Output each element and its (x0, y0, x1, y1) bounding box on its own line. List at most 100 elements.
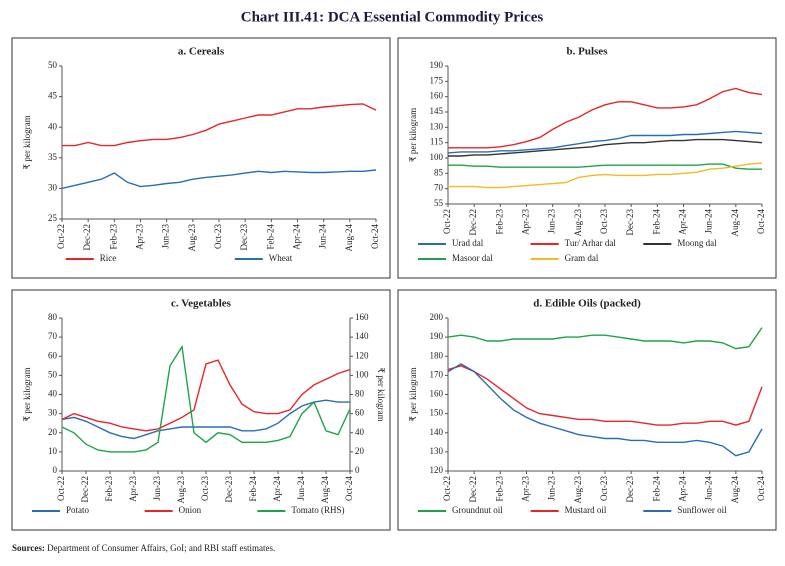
x-tick-label: Dec-23 (625, 476, 635, 503)
series-line (448, 87, 763, 149)
y2-tick-label: 60 (355, 408, 365, 418)
y2-tick-label: 160 (355, 312, 369, 322)
source-text: Department of Consumer Affairs, GoI; and… (47, 543, 275, 553)
y-tick-label: 25 (48, 213, 58, 223)
y-tick-label: 190 (430, 60, 444, 70)
x-tick-label: Apr-24 (678, 209, 688, 235)
series-line (448, 163, 762, 170)
series-line (447, 365, 763, 426)
x-tick-label: Apr-23 (521, 476, 531, 502)
x-tick-label: Apr-23 (521, 209, 531, 235)
source-label: Sources: (12, 543, 45, 553)
y-tick-label: 70 (434, 183, 444, 193)
x-tick-label: Oct-23 (599, 209, 609, 234)
x-tick-label: Oct-22 (56, 224, 66, 249)
y-tick-label: 130 (430, 446, 444, 456)
y-tick-label: 175 (430, 75, 444, 85)
x-tick-label: Aug-23 (187, 224, 197, 252)
y-tick-label: 20 (48, 427, 58, 437)
x-tick-label: Feb-23 (494, 476, 504, 502)
y2-tick-label: 0 (355, 465, 360, 475)
panel-title: d. Edible Oils (packed) (533, 298, 641, 310)
x-tick-label: Aug-24 (320, 476, 330, 504)
x-tick-label: Aug-24 (730, 209, 740, 237)
y-tick-label: 160 (430, 389, 444, 399)
panel-title: a. Cereals (178, 46, 225, 58)
series-line (61, 344, 351, 453)
x-tick-label: Oct-24 (756, 476, 766, 501)
legend-label: Groundnut oil (452, 505, 503, 515)
y-tick-label: 115 (430, 137, 444, 147)
y2-tick-label: 100 (355, 369, 369, 379)
x-tick-label: Oct-24 (756, 209, 766, 234)
series-line (448, 162, 763, 189)
y-tick-label: 35 (48, 152, 58, 162)
y-tick-label: 50 (48, 60, 58, 70)
panel-title: b. Pulses (567, 46, 609, 58)
y-axis-label: ₹ per kilogram (408, 108, 418, 162)
y-tick-label: 190 (430, 331, 444, 341)
x-tick-label: Apr-24 (678, 476, 688, 502)
page-title: Chart III.41: DCA Essential Commodity Pr… (241, 9, 544, 25)
x-tick-label: Dec-22 (80, 476, 90, 503)
x-tick-label: Jun-23 (152, 476, 162, 501)
panel-border (11, 37, 391, 279)
x-tick-label: Dec-23 (625, 209, 635, 236)
legend-label: Moong dal (677, 238, 717, 248)
series-line (447, 130, 763, 154)
x-tick-label: Oct-23 (213, 224, 223, 249)
x-tick-label: Jun-23 (547, 209, 557, 234)
y-tick-label: 85 (434, 167, 444, 177)
y-tick-label: 170 (430, 369, 444, 379)
y-tick-label: 140 (430, 427, 444, 437)
x-tick-label: Dec-22 (82, 224, 92, 251)
series-line (61, 359, 351, 432)
x-tick-label: Feb-23 (104, 476, 114, 502)
x-tick-label: Oct-24 (344, 476, 354, 501)
x-tick-label: Feb-23 (494, 209, 504, 235)
series-line (62, 103, 377, 147)
x-tick-label: Apr-24 (272, 476, 282, 502)
y2-axis-label: ₹ per kilogram (376, 367, 386, 421)
y-tick-label: 45 (48, 91, 58, 101)
y-tick-label: 10 (48, 446, 58, 456)
x-tick-label: Oct-22 (56, 476, 66, 501)
legend-label: Masoor dal (452, 253, 493, 263)
source: Sources: Department of Consumer Affairs,… (12, 543, 275, 553)
x-tick-label: Jun-24 (704, 209, 714, 234)
y-tick-label: 40 (48, 389, 58, 399)
legend-label: Potato (66, 505, 90, 515)
y-tick-label: 160 (430, 91, 444, 101)
x-tick-label: Oct-23 (200, 476, 210, 501)
y2-tick-label: 120 (355, 350, 369, 360)
x-tick-label: Dec-22 (468, 209, 478, 236)
y-tick-label: 60 (48, 350, 58, 360)
x-tick-label: Aug-23 (176, 476, 186, 504)
series-line (448, 138, 763, 157)
y2-tick-label: 80 (355, 389, 365, 399)
panel-border (397, 289, 777, 531)
x-tick-label: Oct-23 (599, 476, 609, 501)
y-tick-label: 70 (48, 331, 58, 341)
y-tick-label: 30 (48, 182, 58, 192)
x-tick-label: Feb-24 (265, 224, 275, 250)
x-tick-label: Jun-23 (547, 476, 557, 501)
y-tick-label: 0 (53, 465, 58, 475)
x-tick-label: Aug-24 (344, 224, 354, 252)
series-line (61, 169, 377, 190)
series-line (61, 399, 350, 440)
y-tick-label: 120 (430, 465, 444, 475)
legend-label: Wheat (269, 253, 293, 263)
x-tick-label: Oct-22 (442, 209, 452, 234)
y-tick-label: 30 (48, 408, 58, 418)
y2-tick-label: 20 (355, 446, 365, 456)
x-tick-label: Jun-24 (296, 476, 306, 501)
x-tick-label: Aug-23 (573, 209, 583, 237)
y-axis-label: ₹ per kilogram (408, 367, 418, 421)
x-tick-label: Jun-23 (161, 224, 171, 249)
y-axis-label: ₹ per kilogram (22, 367, 32, 421)
y-tick-label: 180 (430, 350, 444, 360)
y-tick-label: 100 (430, 152, 444, 162)
y-tick-label: 80 (48, 312, 58, 322)
